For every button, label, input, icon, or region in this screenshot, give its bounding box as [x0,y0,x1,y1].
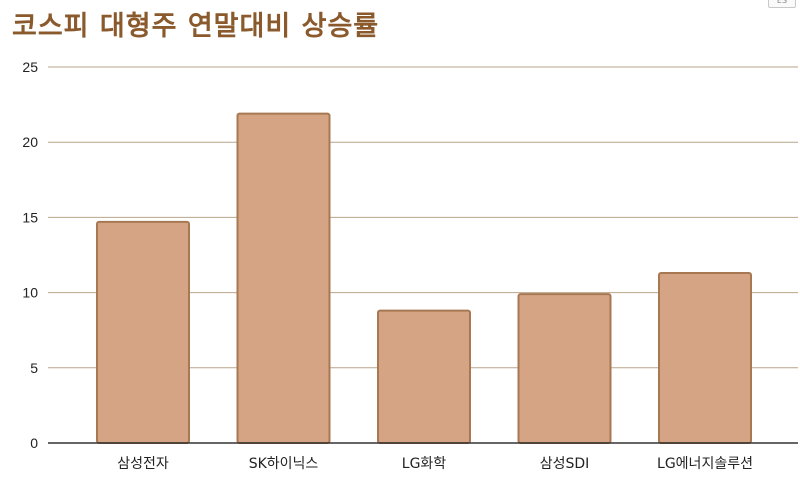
y-tick-label: 0 [30,435,38,451]
y-axis-tick-labels: 0 5 10 15 20 25 [22,59,38,451]
bar-1[interactable] [236,112,331,445]
x-category-label: LG에너지솔루션 [657,456,753,472]
x-category-label: 삼성전자 [117,456,169,472]
y-tick-label: 10 [22,285,38,301]
chart-title: 코스피 대형주 연말대비 상승률 [12,11,380,42]
y-tick-label: 25 [22,59,38,75]
x-category-label: 삼성SDI [540,456,590,472]
y-tick-label: 20 [22,134,38,150]
bar-0[interactable] [96,220,190,444]
corner-tab[interactable]: ES [768,0,796,8]
bars [96,112,752,445]
x-category-label: SK하이닉스 [249,456,319,472]
x-category-label: LG화학 [402,456,447,472]
bar-4[interactable] [658,272,752,444]
y-tick-label: 15 [22,209,38,225]
bar-3[interactable] [517,293,612,444]
x-axis-category-labels: 삼성전자 SK하이닉스 LG화학 삼성SDI LG에너지솔루션 [117,456,753,472]
bar-2[interactable] [377,309,471,445]
y-tick-label: 5 [30,360,38,376]
